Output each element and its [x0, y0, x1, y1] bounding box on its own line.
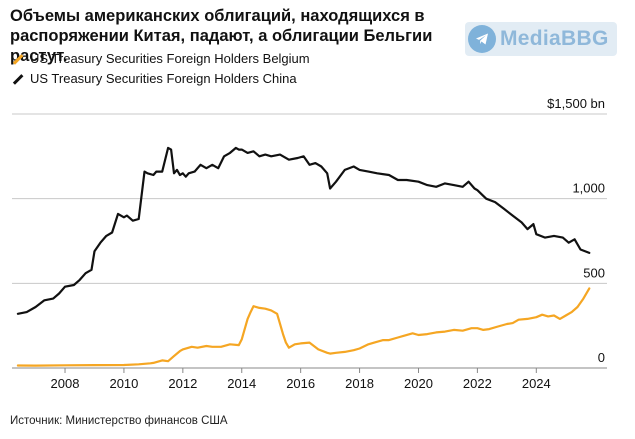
- y-tick-label-0: 0: [598, 350, 605, 365]
- legend-label-belgium: US Treasury Securities Foreign Holders B…: [30, 51, 310, 66]
- x-tick-label-2024: 2024: [522, 376, 551, 391]
- legend-item-china: US Treasury Securities Foreign Holders C…: [12, 69, 310, 89]
- chart-title: Объемы американских облигаций, находящих…: [10, 7, 433, 65]
- legend-label-china: US Treasury Securities Foreign Holders C…: [30, 71, 297, 86]
- x-tick-label-2010: 2010: [109, 376, 138, 391]
- grid: [12, 113, 607, 369]
- source-note: Источник: Министерство финансов США: [10, 415, 228, 427]
- x-tick-label-2012: 2012: [168, 376, 197, 391]
- watermark: MediaBBG: [465, 22, 617, 56]
- y-tick-label-500: 500: [583, 265, 605, 280]
- x-tick-label-2018: 2018: [345, 376, 374, 391]
- x-tick-label-2020: 2020: [404, 376, 433, 391]
- legend: US Treasury Securities Foreign Holders B…: [12, 49, 310, 89]
- axes: 0 500 1,000 $1,500 bn 2008 2010 2012 2014 2016 20…: [51, 96, 605, 391]
- x-tick-label-2022: 2022: [463, 376, 492, 391]
- x-tick-label-2008: 2008: [51, 376, 80, 391]
- x-tick-label-2016: 2016: [286, 376, 315, 391]
- series-line-china: [16, 146, 591, 315]
- watermark-text: MediaBBG: [500, 27, 609, 50]
- telegram-icon: [468, 25, 496, 53]
- y-tick-label-1500: $1,500 bn: [547, 96, 605, 111]
- legend-item-belgium: US Treasury Securities Foreign Holders B…: [12, 49, 310, 69]
- series-group: [16, 146, 591, 367]
- y-tick-label-1000: 1,000: [572, 181, 605, 196]
- series-line-belgium: [16, 287, 591, 367]
- x-tick-label-2014: 2014: [227, 376, 256, 391]
